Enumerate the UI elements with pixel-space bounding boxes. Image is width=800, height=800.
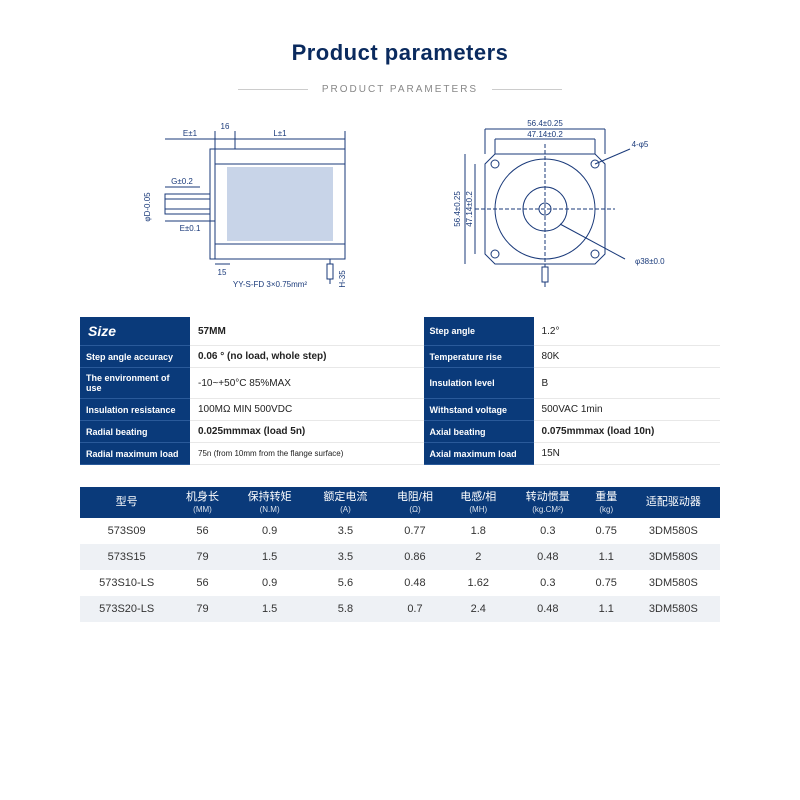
spec-label: Step angle <box>424 317 534 346</box>
spec-value: 80K <box>534 346 720 368</box>
page-title: Product parameters <box>80 40 720 66</box>
model-cell: 1.1 <box>586 596 627 622</box>
dim-label: L±1 <box>273 129 287 138</box>
model-cell: 1.1 <box>586 544 627 570</box>
model-cell: 573S09 <box>80 518 173 544</box>
table-row: 573S20-LS791.55.80.72.40.481.13DM580S <box>80 596 720 622</box>
spec-label: The environment of use <box>80 368 190 399</box>
spec-table: Size57MMStep angle1.2° Step angle accurac… <box>80 317 720 465</box>
model-cell: 0.9 <box>232 570 308 596</box>
subtitle-wrap: PRODUCT PARAMETERS <box>80 84 720 95</box>
page-subtitle: PRODUCT PARAMETERS <box>322 84 478 95</box>
model-column-header: 保持转矩(N.M) <box>232 487 308 518</box>
model-cell: 573S15 <box>80 544 173 570</box>
table-row: 573S15791.53.50.8620.481.13DM580S <box>80 544 720 570</box>
spec-label: Radial beating <box>80 421 190 443</box>
model-cell: 56 <box>173 570 231 596</box>
model-cell: 0.48 <box>510 596 586 622</box>
model-cell: 5.6 <box>308 570 384 596</box>
spec-value: 0.075mmmax (load 10n) <box>534 421 720 443</box>
spec-value: 57MM <box>190 317 424 346</box>
spec-label: Insulation resistance <box>80 399 190 421</box>
spec-label: Step angle accuracy <box>80 346 190 368</box>
model-cell: 573S20-LS <box>80 596 173 622</box>
model-cell: 0.7 <box>383 596 446 622</box>
spec-label: Axial beating <box>424 421 534 443</box>
model-cell: 3DM580S <box>627 544 720 570</box>
model-cell: 0.9 <box>232 518 308 544</box>
model-cell: 3.5 <box>308 518 384 544</box>
dim-label: 4-φ5 <box>632 140 649 149</box>
model-column-header: 型号 <box>80 487 173 518</box>
spec-label: Insulation level <box>424 368 534 399</box>
spec-value: 75n (from 10mm from the flange surface) <box>190 443 424 465</box>
dim-label: 16 <box>221 122 230 131</box>
dim-label: H-35 <box>338 270 347 288</box>
model-cell: 0.75 <box>586 518 627 544</box>
model-cell: 0.3 <box>510 570 586 596</box>
table-row: 573S10-LS560.95.60.481.620.30.753DM580S <box>80 570 720 596</box>
spec-value: 0.06 ° (no load, whole step) <box>190 346 424 368</box>
spec-label: Radial maximum load <box>80 443 190 465</box>
model-cell: 3DM580S <box>627 518 720 544</box>
spec-label: Withstand voltage <box>424 399 534 421</box>
model-cell: 0.77 <box>383 518 446 544</box>
spec-value: 1.2° <box>534 317 720 346</box>
spec-label: Size <box>80 317 190 346</box>
dim-label: 47.14±0.2 <box>465 191 474 227</box>
model-cell: 2 <box>447 544 510 570</box>
model-cell: 0.48 <box>510 544 586 570</box>
model-cell: 3DM580S <box>627 596 720 622</box>
spec-value: -10~+50°C 85%MAX <box>190 368 424 399</box>
model-column-header: 电阻/相(Ω) <box>383 487 446 518</box>
dim-label: E±0.1 <box>180 224 201 233</box>
model-cell: 5.8 <box>308 596 384 622</box>
spec-value: 0.025mmmax (load 5n) <box>190 421 424 443</box>
dim-label: φ38±0.05 <box>635 257 665 266</box>
dim-label: φD-0.05 <box>143 192 152 222</box>
model-column-header: 电感/相(MH) <box>447 487 510 518</box>
model-column-header: 机身长(MM) <box>173 487 231 518</box>
dim-label: 15 <box>218 268 227 277</box>
model-cell: 2.4 <box>447 596 510 622</box>
model-column-header: 转动惯量(kg.CM²) <box>510 487 586 518</box>
model-cell: 3DM580S <box>627 570 720 596</box>
dim-label: 56.4±0.25 <box>527 119 563 128</box>
model-cell: 0.86 <box>383 544 446 570</box>
model-cell: 79 <box>173 596 231 622</box>
spec-label: Axial maximum load <box>424 443 534 465</box>
title-block: Product parameters PRODUCT PARAMETERS <box>80 40 720 95</box>
model-cell: 1.5 <box>232 596 308 622</box>
table-row: 573S09560.93.50.771.80.30.753DM580S <box>80 518 720 544</box>
model-table: 型号机身长(MM)保持转矩(N.M)额定电流(A)电阻/相(Ω)电感/相(MH)… <box>80 487 720 622</box>
model-cell: 0.48 <box>383 570 446 596</box>
model-cell: 56 <box>173 518 231 544</box>
model-cell: 1.8 <box>447 518 510 544</box>
model-cell: 0.75 <box>586 570 627 596</box>
model-cell: 573S10-LS <box>80 570 173 596</box>
model-cell: 1.62 <box>447 570 510 596</box>
dim-label: 56.4±0.25 <box>453 191 462 227</box>
spec-label: Temperature rise <box>424 346 534 368</box>
spec-value: 100MΩ MIN 500VDC <box>190 399 424 421</box>
dim-label: G±0.2 <box>171 177 193 186</box>
model-column-header: 重量(kg) <box>586 487 627 518</box>
model-cell: 3.5 <box>308 544 384 570</box>
model-column-header: 额定电流(A) <box>308 487 384 518</box>
model-cell: 0.3 <box>510 518 586 544</box>
rule-left <box>238 89 308 90</box>
model-column-header: 适配驱动器 <box>627 487 720 518</box>
spec-value: 500VAC 1min <box>534 399 720 421</box>
spec-value: B <box>534 368 720 399</box>
model-cell: 1.5 <box>232 544 308 570</box>
rule-right <box>492 89 562 90</box>
model-cell: 79 <box>173 544 231 570</box>
dim-label: E±1 <box>183 129 198 138</box>
dim-label: YY-S-FD 3×0.75mm² <box>233 280 308 289</box>
dim-label: 47.14±0.2 <box>527 130 563 139</box>
spec-value: 15N <box>534 443 720 465</box>
motor-side-diagram: E±1 L±1 16 G±0.2 φD-0.05 E±0.1 15 YY-S-F… <box>135 109 395 299</box>
technical-diagrams: E±1 L±1 16 G±0.2 φD-0.05 E±0.1 15 YY-S-F… <box>80 109 720 299</box>
motor-front-diagram: 56.4±0.25 47.14±0.2 4-φ5 56.4±0.25 47.14… <box>435 109 665 299</box>
